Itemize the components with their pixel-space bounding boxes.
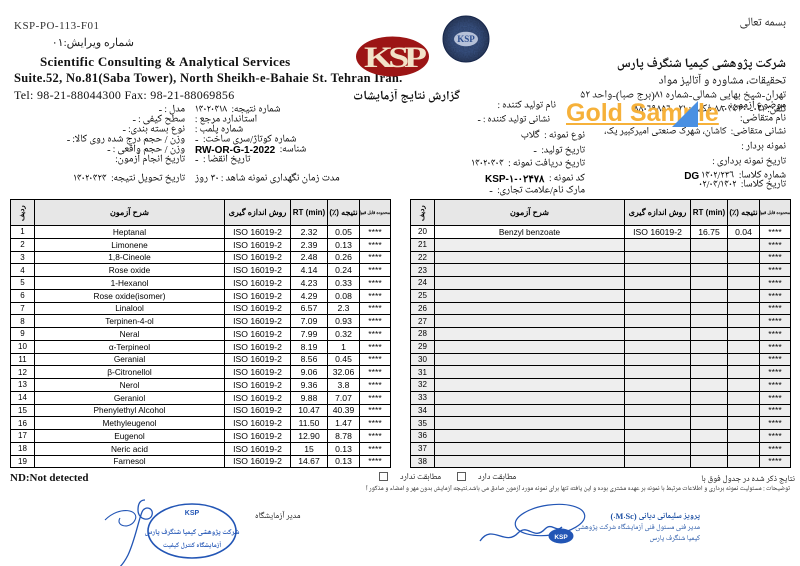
svg-text:KSP: KSP — [364, 41, 427, 74]
svg-text:KSP: KSP — [457, 34, 475, 44]
svg-text:KSP: KSP — [554, 534, 568, 541]
